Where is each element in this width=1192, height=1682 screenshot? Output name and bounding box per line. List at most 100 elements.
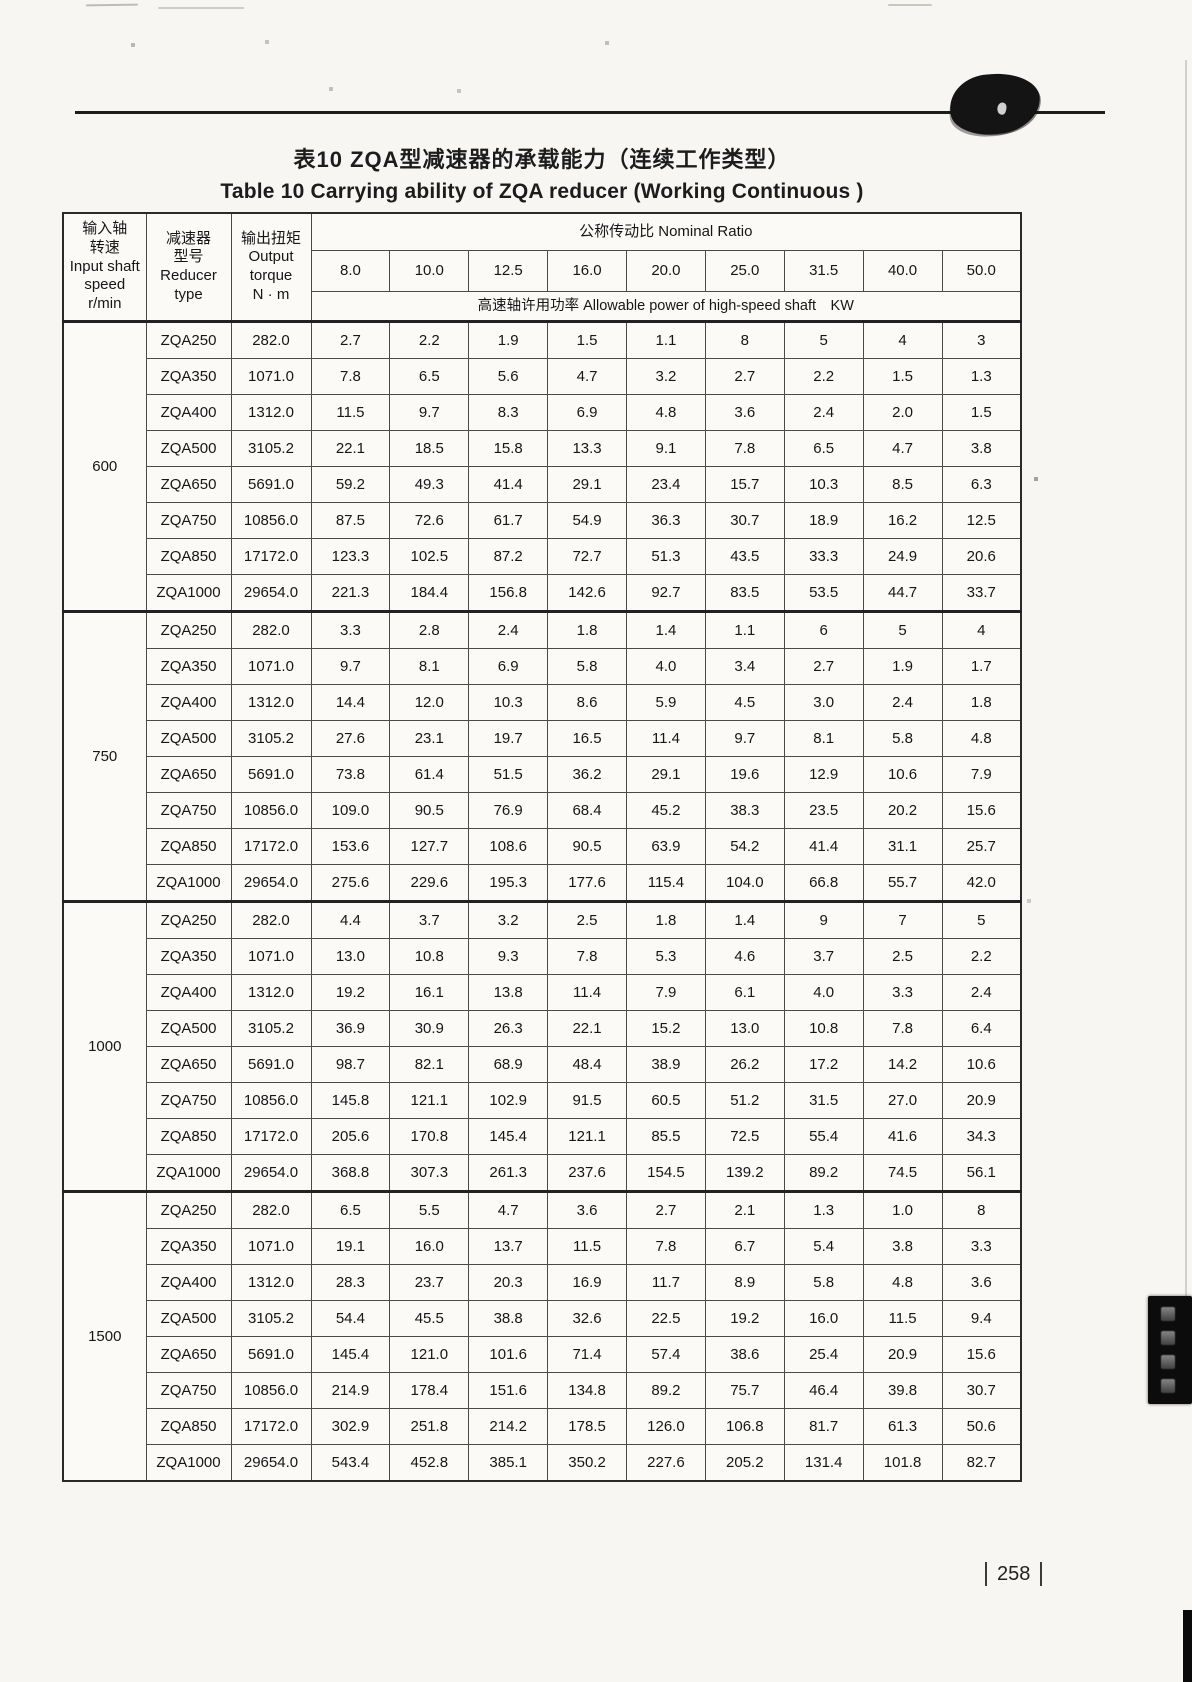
allowable-power-cell: 6.7: [704, 1228, 785, 1265]
allowable-power-cell: 3.8: [941, 430, 1022, 467]
table-row: ZQA1000 29654.0 368.8 307.3 261.3 237.6 154.5 1…: [63, 1154, 1022, 1192]
allowable-power-cell: 4.4: [310, 900, 391, 939]
allowable-power-cell: 22.1: [547, 1010, 627, 1047]
allowable-power-cell: 2.5: [862, 938, 943, 975]
allowable-power-cell: 16.0: [389, 1228, 470, 1265]
allowable-power-cell: 1.3: [783, 1190, 864, 1229]
table-row: ZQA500 3105.2 22.1 18.5 15.8 13.3 9.1 7.8 6.5 4.7…: [63, 430, 1022, 467]
reducer-type-cell: ZQA500: [145, 1300, 232, 1337]
allowable-power-header: 高速轴许用功率 Allowable power of high-speed sh…: [310, 291, 1022, 322]
reducer-type-cell: ZQA1000: [145, 864, 232, 902]
allowable-power-cell: 221.3: [310, 574, 391, 612]
allowable-power-cell: 385.1: [468, 1444, 549, 1482]
reducer-type-cell: ZQA650: [145, 466, 232, 503]
allowable-power-cell: 30.7: [704, 502, 785, 539]
allowable-power-cell: 54.9: [547, 502, 627, 539]
allowable-power-cell: 44.7: [862, 574, 943, 612]
allowable-power-cell: 13.7: [468, 1228, 549, 1265]
table-row: 1000 ZQA250 282.0 4.4 3.7 3.2 2.5 1.8 1.4 9 7 5: [62, 900, 1022, 1192]
allowable-power-cell: 145.4: [310, 1336, 391, 1373]
allowable-power-cell: 5: [941, 900, 1022, 939]
page-number: 258: [985, 1562, 1043, 1586]
allowable-power-cell: 170.8: [389, 1118, 470, 1155]
allowable-power-cell: 41.6: [862, 1118, 943, 1155]
table-row: ZQA1000 29654.0 543.4 452.8 385.1 350.2 227.6 2…: [63, 1444, 1022, 1482]
scan-noise-dash: [158, 7, 244, 9]
table-row: ZQA850 17172.0 205.6 170.8 145.4 121.1 85.5 72.…: [63, 1118, 1022, 1155]
table-row: ZQA750 10856.0 87.5 72.6 61.7 54.9 36.3 30.7 18.…: [63, 502, 1022, 539]
allowable-power-cell: 11.5: [310, 394, 391, 431]
output-torque-cell: 29654.0: [230, 864, 312, 902]
allowable-power-cell: 55.4: [783, 1118, 864, 1155]
reducer-type-cell: ZQA250: [145, 900, 232, 939]
output-torque-cell: 29654.0: [230, 1444, 312, 1482]
allowable-power-cell: 4: [941, 610, 1022, 649]
allowable-power-cell: 57.4: [626, 1336, 706, 1373]
allowable-power-cell: 82.7: [941, 1444, 1022, 1482]
allowable-power-cell: 14.2: [862, 1046, 943, 1083]
output-torque-cell: 17172.0: [230, 538, 312, 575]
output-torque-cell: 3105.2: [230, 1300, 312, 1337]
reducer-type-cell: ZQA850: [145, 538, 232, 575]
scan-specks: [0, 0, 2, 2]
page-number-value: 258: [997, 1562, 1031, 1585]
table-row: 600 ZQA250 282.0 2.7 2.2 1.9 1.5 1.1 8 5 4 3: [62, 320, 1022, 612]
table-row: ZQA350 1071.0 9.7 8.1 6.9 5.8 4.0 3.4 2.7 1.9 1.7: [63, 648, 1022, 685]
allowable-power-cell: 2.4: [468, 610, 549, 649]
input-speed-cell: 600: [62, 320, 147, 612]
allowable-power-cell: 115.4: [626, 864, 706, 902]
allowable-power-cell: 10.8: [389, 938, 470, 975]
table-row: ZQA650 5691.0 145.4 121.0 101.6 71.4 57.4 38.6 2…: [63, 1336, 1022, 1373]
allowable-power-cell: 153.6: [310, 828, 391, 865]
allowable-power-cell: 4.7: [468, 1190, 549, 1229]
allowable-power-cell: 26.3: [468, 1010, 549, 1047]
allowable-power-cell: 1.1: [704, 610, 785, 649]
allowable-power-cell: 142.6: [547, 574, 627, 612]
allowable-power-cell: 60.5: [626, 1082, 706, 1119]
scan-noise-dash: [85, 3, 139, 7]
allowable-power-cell: 12.0: [389, 684, 470, 721]
allowable-power-cell: 31.5: [783, 1082, 864, 1119]
reducer-type-cell: ZQA650: [145, 1336, 232, 1373]
allowable-power-cell: 145.4: [468, 1118, 549, 1155]
ratio-header-value: 40.0: [862, 250, 943, 292]
allowable-power-cell: 1.5: [862, 358, 943, 395]
allowable-power-cell: 27.6: [310, 720, 391, 757]
output-torque-cell: 17172.0: [230, 828, 312, 865]
output-torque-cell: 1071.0: [230, 1228, 312, 1265]
output-torque-header: 输出扭矩 Output torque N · m: [230, 212, 312, 322]
allowable-power-cell: 3.7: [389, 900, 470, 939]
allowable-power-cell: 2.2: [941, 938, 1022, 975]
allowable-power-cell: 16.5: [547, 720, 627, 757]
allowable-power-cell: 51.3: [626, 538, 706, 575]
allowable-power-cell: 9.4: [941, 1300, 1022, 1337]
reducer-type-header: 减速器 型号 Reducer type: [145, 212, 232, 322]
output-torque-cell: 282.0: [230, 610, 312, 649]
allowable-power-cell: 61.4: [389, 756, 470, 793]
table-row: ZQA400 1312.0 11.5 9.7 8.3 6.9 4.8 3.6 2.4 2.0 1.5: [63, 394, 1022, 431]
allowable-power-cell: 33.3: [783, 538, 864, 575]
allowable-power-cell: 102.5: [389, 538, 470, 575]
allowable-power-cell: 13.3: [547, 430, 627, 467]
allowable-power-cell: 368.8: [310, 1154, 391, 1192]
allowable-power-cell: 1.3: [941, 358, 1022, 395]
output-torque-cell: 10856.0: [230, 502, 312, 539]
nominal-ratio-header: 公称传动比 Nominal Ratio: [310, 212, 1022, 251]
allowable-power-cell: 251.8: [389, 1408, 470, 1445]
allowable-power-cell: 41.4: [468, 466, 549, 503]
allowable-power-cell: 3.4: [704, 648, 785, 685]
allowable-power-cell: 3.2: [468, 900, 549, 939]
allowable-power-cell: 23.4: [626, 466, 706, 503]
allowable-power-cell: 184.4: [389, 574, 470, 612]
allowable-power-cell: 82.1: [389, 1046, 470, 1083]
reducer-type-cell: ZQA650: [145, 1046, 232, 1083]
allowable-power-cell: 9.1: [626, 430, 706, 467]
allowable-power-cell: 51.5: [468, 756, 549, 793]
allowable-power-cell: 89.2: [626, 1372, 706, 1409]
allowable-power-cell: 2.1: [704, 1190, 785, 1229]
output-torque-cell: 17172.0: [230, 1118, 312, 1155]
allowable-power-cell: 7.8: [547, 938, 627, 975]
page-edge-shadow: [1185, 60, 1187, 1300]
allowable-power-cell: 19.1: [310, 1228, 391, 1265]
allowable-power-cell: 98.7: [310, 1046, 391, 1083]
